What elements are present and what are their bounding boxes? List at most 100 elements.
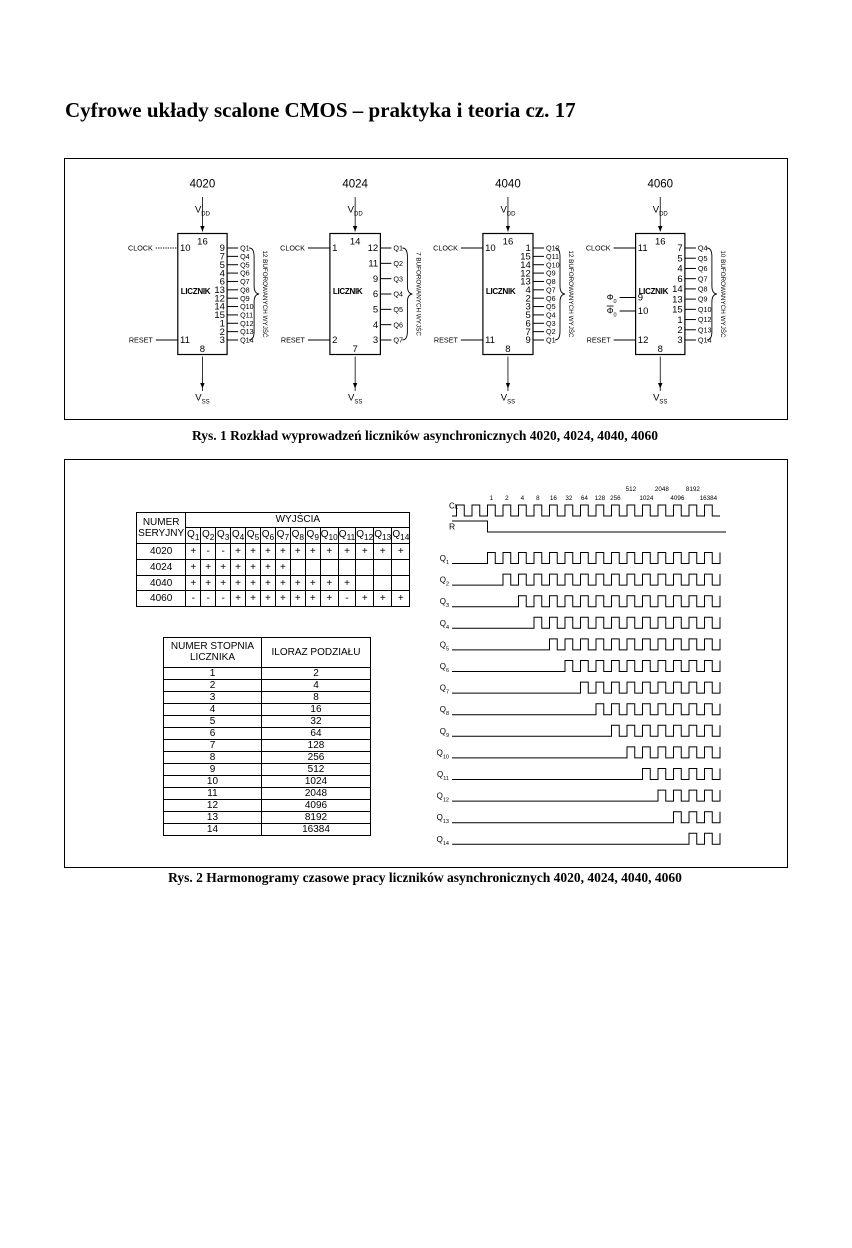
svg-text:Q5: Q5 bbox=[698, 254, 708, 263]
svg-text:Q12: Q12 bbox=[437, 792, 449, 804]
svg-text:Q7: Q7 bbox=[393, 336, 403, 345]
svg-text:3: 3 bbox=[373, 335, 378, 346]
svg-text:Q9: Q9 bbox=[440, 727, 449, 739]
svg-text:Q10: Q10 bbox=[437, 748, 449, 760]
svg-text:Q4: Q4 bbox=[698, 244, 708, 253]
svg-text:RESET: RESET bbox=[129, 336, 154, 345]
svg-text:Q4: Q4 bbox=[440, 619, 449, 631]
svg-text:VSS: VSS bbox=[653, 393, 667, 406]
svg-text:8: 8 bbox=[200, 344, 205, 355]
svg-text:VSS: VSS bbox=[195, 393, 209, 406]
svg-text:14: 14 bbox=[350, 237, 361, 248]
svg-text:1: 1 bbox=[490, 495, 494, 502]
svg-text:Q6: Q6 bbox=[393, 320, 403, 329]
svg-text:16384: 16384 bbox=[700, 495, 718, 502]
svg-text:Q7: Q7 bbox=[698, 274, 708, 283]
svg-text:Q1: Q1 bbox=[393, 244, 403, 253]
svg-text:7: 7 bbox=[353, 344, 358, 355]
svg-text:Q8: Q8 bbox=[440, 705, 449, 717]
svg-text:Φ0: Φ0 bbox=[607, 292, 617, 305]
svg-text:Q4: Q4 bbox=[393, 290, 403, 299]
svg-text:3: 3 bbox=[220, 335, 225, 346]
svg-text:Q3: Q3 bbox=[440, 597, 449, 609]
svg-text:5: 5 bbox=[373, 305, 378, 316]
svg-text:4020: 4020 bbox=[190, 179, 216, 191]
svg-text:11: 11 bbox=[180, 335, 190, 346]
svg-text:Q2: Q2 bbox=[440, 576, 449, 588]
svg-text:2: 2 bbox=[332, 335, 337, 346]
svg-text:Q5: Q5 bbox=[393, 305, 403, 314]
svg-text:Q8: Q8 bbox=[698, 284, 708, 293]
svg-text:1: 1 bbox=[332, 243, 337, 254]
svg-text:Q2: Q2 bbox=[393, 259, 403, 268]
svg-text:16: 16 bbox=[655, 237, 666, 248]
svg-text:LICZNIK: LICZNIK bbox=[486, 287, 516, 296]
svg-text:6: 6 bbox=[373, 289, 378, 300]
svg-text:Q6: Q6 bbox=[440, 662, 449, 674]
svg-text:8: 8 bbox=[658, 344, 663, 355]
svg-text:CL: CL bbox=[449, 501, 459, 510]
svg-text:3: 3 bbox=[677, 335, 682, 346]
svg-text:10 BUFOROWANYCH WYJŚC: 10 BUFOROWANYCH WYJŚC bbox=[719, 250, 728, 338]
svg-text:4040: 4040 bbox=[495, 179, 521, 191]
svg-text:Q14: Q14 bbox=[698, 336, 712, 345]
svg-text:64: 64 bbox=[581, 495, 589, 502]
svg-text:Q14: Q14 bbox=[437, 835, 449, 847]
svg-text:12: 12 bbox=[368, 243, 379, 254]
svg-text:8: 8 bbox=[505, 344, 510, 355]
svg-text:16: 16 bbox=[550, 495, 558, 502]
svg-text:9: 9 bbox=[638, 293, 643, 304]
svg-text:128: 128 bbox=[595, 495, 606, 502]
svg-text:LICZNIK: LICZNIK bbox=[333, 287, 363, 296]
svg-text:10: 10 bbox=[638, 306, 649, 317]
svg-text:9: 9 bbox=[373, 274, 378, 285]
svg-text:R: R bbox=[449, 522, 455, 532]
svg-text:Q7: Q7 bbox=[440, 684, 449, 696]
svg-text:12: 12 bbox=[638, 335, 649, 346]
svg-text:Q9: Q9 bbox=[698, 295, 708, 304]
svg-text:11: 11 bbox=[368, 259, 378, 270]
svg-text:32: 32 bbox=[565, 495, 573, 502]
svg-text:Q13: Q13 bbox=[698, 325, 712, 334]
svg-text:VSS: VSS bbox=[501, 393, 515, 406]
svg-text:Q10: Q10 bbox=[698, 305, 712, 314]
svg-text:LICZNIK: LICZNIK bbox=[181, 287, 211, 296]
svg-text:256: 256 bbox=[610, 495, 621, 502]
svg-text:8: 8 bbox=[536, 495, 540, 502]
svg-text:CLOCK: CLOCK bbox=[280, 244, 305, 253]
svg-text:2048: 2048 bbox=[655, 486, 670, 493]
svg-text:Q1: Q1 bbox=[440, 554, 449, 566]
svg-text:1024: 1024 bbox=[639, 495, 654, 502]
svg-text:16: 16 bbox=[503, 237, 514, 248]
svg-text:CLOCK: CLOCK bbox=[433, 244, 458, 253]
svg-text:10: 10 bbox=[180, 243, 191, 254]
svg-text:Q1: Q1 bbox=[546, 336, 556, 345]
svg-text:VSS: VSS bbox=[348, 393, 362, 406]
svg-text:11: 11 bbox=[485, 335, 495, 346]
svg-text:4060: 4060 bbox=[647, 179, 673, 191]
svg-text:10: 10 bbox=[485, 243, 496, 254]
svg-text:4: 4 bbox=[521, 495, 525, 502]
svg-text:RESET: RESET bbox=[587, 336, 612, 345]
svg-text:Φ0: Φ0 bbox=[607, 306, 617, 319]
svg-text:11: 11 bbox=[638, 243, 648, 254]
svg-text:Q14: Q14 bbox=[240, 336, 254, 345]
svg-text:8192: 8192 bbox=[686, 486, 701, 493]
svg-text:Q11: Q11 bbox=[437, 770, 449, 782]
svg-text:Q12: Q12 bbox=[698, 315, 712, 324]
svg-text:Q6: Q6 bbox=[698, 264, 708, 273]
svg-text:Q13: Q13 bbox=[437, 813, 449, 825]
svg-text:9: 9 bbox=[526, 335, 531, 346]
svg-text:2: 2 bbox=[505, 495, 509, 502]
svg-text:Q3: Q3 bbox=[393, 274, 403, 283]
svg-text:512: 512 bbox=[626, 486, 637, 493]
svg-text:7 BUFOROWANYCH WYJŚC: 7 BUFOROWANYCH WYJŚC bbox=[414, 252, 423, 336]
svg-text:12 BUFOROWANYCH WYJŚC: 12 BUFOROWANYCH WYJŚC bbox=[567, 250, 576, 338]
svg-text:CLOCK: CLOCK bbox=[586, 244, 611, 253]
svg-text:12 BUFOROWANYCH WYJŚĆ: 12 BUFOROWANYCH WYJŚĆ bbox=[261, 250, 270, 338]
svg-text:16: 16 bbox=[197, 237, 208, 248]
svg-text:RESET: RESET bbox=[281, 336, 306, 345]
svg-text:4024: 4024 bbox=[342, 179, 368, 191]
svg-text:4: 4 bbox=[373, 320, 378, 331]
svg-text:CLOCK: CLOCK bbox=[128, 244, 153, 253]
